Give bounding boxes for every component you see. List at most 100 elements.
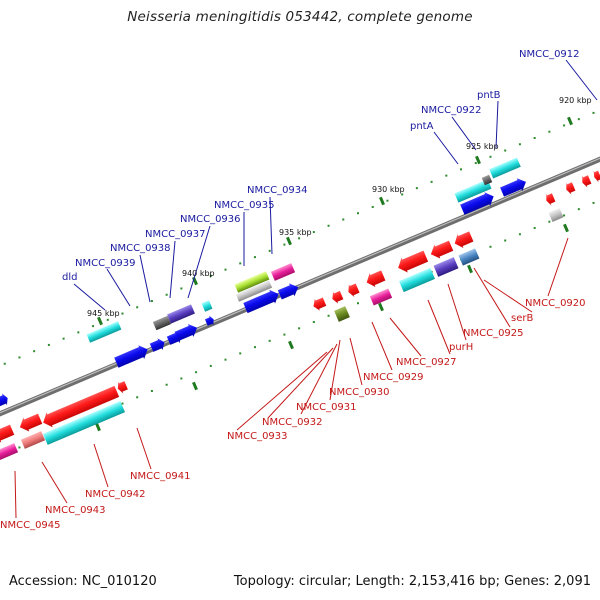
tick-label: 920 kbp	[559, 96, 592, 105]
gene-label: NMCC_0930	[329, 387, 390, 398]
accession-text: Accession: NC_010120	[9, 574, 157, 589]
scale-dot	[445, 174, 448, 177]
leader-line	[106, 268, 131, 307]
scale-dot	[239, 262, 242, 265]
scale-ticks	[95, 116, 573, 432]
scale-dot	[283, 333, 286, 336]
scale-tick	[567, 116, 573, 126]
scale-dot	[312, 321, 315, 324]
gene-labels-reverse: NMCC_0920 serB NMCC_0925 purH NMCC_0927 …	[0, 298, 586, 531]
leader-line	[136, 427, 152, 470]
scale-dot	[342, 218, 345, 221]
gene-feature	[86, 321, 122, 343]
leader-line	[14, 470, 17, 519]
gene-feature	[366, 270, 386, 287]
gene-feature	[398, 250, 429, 273]
gene-label: NMCC_0912	[519, 49, 580, 60]
scale-dot	[136, 306, 139, 309]
scale-dot	[62, 337, 65, 340]
gene-label: NMCC_0942	[85, 489, 146, 500]
gene-feature	[454, 231, 474, 248]
leader-line	[495, 100, 499, 149]
gene-label: NMCC_0941	[130, 471, 191, 482]
scale-dot	[460, 168, 463, 171]
scale-dot	[180, 377, 183, 380]
scale-dot	[504, 239, 507, 242]
scale-tick	[475, 155, 481, 165]
gene-feature	[277, 283, 299, 300]
scale-dot	[592, 201, 595, 204]
gene-label: NMCC_0945	[0, 520, 61, 531]
gene-labels-forward: NMCC_0912 pntB NMCC_0922 pntA NMCC_0934 …	[62, 49, 580, 283]
scale-dot	[386, 199, 389, 202]
gene-feature	[369, 288, 393, 306]
tick-label: 940 kbp	[182, 269, 215, 278]
gene-label: NMCC_0938	[110, 243, 171, 254]
scale-dot	[224, 358, 227, 361]
tick-label: 935 kbp	[279, 228, 312, 237]
tick-label: 945 kbp	[87, 309, 120, 318]
scale-dot	[577, 208, 580, 211]
scale-dot	[577, 118, 580, 121]
scale-dot	[401, 193, 404, 196]
scale-tick	[95, 422, 101, 432]
scale-dot	[533, 136, 536, 139]
gene-label: NMCC_0939	[75, 258, 136, 269]
scale-dot	[518, 143, 521, 146]
gene-feature	[332, 290, 344, 304]
scale-tick	[379, 196, 385, 206]
gene-feature	[117, 381, 128, 394]
leader-line	[389, 317, 422, 357]
scale-tick	[563, 223, 569, 233]
gene-label: NMCC_0934	[247, 185, 308, 196]
gene-feature	[201, 300, 213, 312]
scale-dot	[548, 130, 551, 133]
scale-dot	[474, 162, 477, 165]
scale-dot	[106, 318, 109, 321]
gene-feature	[20, 431, 46, 449]
scale-tick-labels: 920 kbp 925 kbp 930 kbp 935 kbp 940 kbp …	[87, 96, 592, 318]
scale-dot	[563, 124, 566, 127]
leader-line	[329, 339, 341, 401]
scale-dot	[592, 111, 595, 114]
gene-label: NMCC_0931	[296, 402, 357, 413]
gene-label: purH	[449, 342, 473, 353]
gene-label: pntB	[477, 90, 501, 101]
scale-dot	[298, 327, 301, 330]
gene-label: NMCC_0922	[421, 105, 482, 116]
gene-feature	[0, 393, 8, 407]
gene-feature	[114, 345, 148, 368]
genome-backbone	[0, 156, 600, 417]
gene-label: dld	[62, 272, 77, 283]
scale-dot	[415, 187, 418, 190]
gene-feature	[430, 240, 454, 259]
scale-dot	[268, 339, 271, 342]
scale-dot	[548, 220, 551, 223]
gene-feature	[174, 323, 198, 341]
scale-dot	[298, 237, 301, 240]
gene-label: NMCC_0935	[214, 200, 275, 211]
gene-feature	[334, 306, 350, 322]
tick-label: 930 kbp	[372, 185, 405, 194]
scale-dot	[563, 214, 566, 217]
gene-feature	[500, 178, 526, 197]
scale-tick	[97, 316, 103, 326]
leader-line	[473, 267, 511, 328]
gene-feature	[243, 289, 279, 314]
leader-line	[433, 131, 459, 165]
scale-tick	[467, 264, 473, 274]
scale-dot	[165, 383, 168, 386]
gene-feature	[167, 304, 195, 324]
scale-dot	[327, 314, 330, 317]
scale-dot	[430, 180, 433, 183]
scale-tick	[288, 340, 294, 350]
gene-feature	[546, 193, 556, 206]
scale-dot	[209, 364, 212, 367]
gene-feature	[235, 280, 273, 302]
scale-dot	[150, 300, 153, 303]
scale-dot	[3, 362, 6, 365]
scale-dot	[77, 331, 80, 334]
scale-tick	[378, 302, 384, 312]
gene-label: NMCC_0925	[463, 328, 524, 339]
gene-feature	[149, 338, 165, 352]
